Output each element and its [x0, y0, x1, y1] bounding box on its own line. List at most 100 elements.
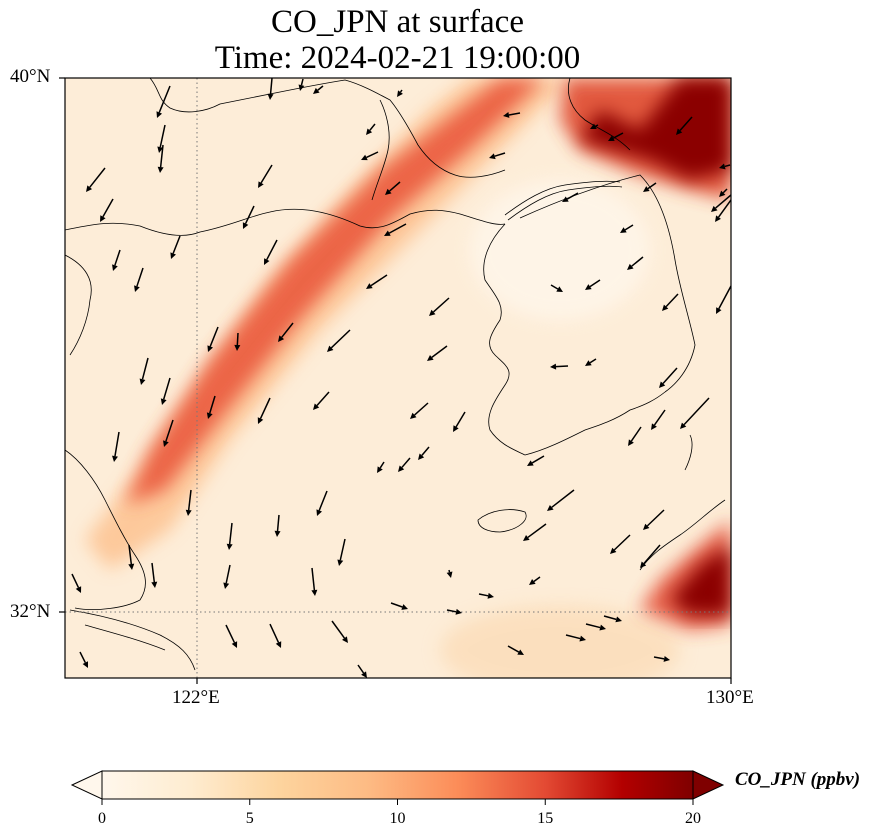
wind-arrow-shaft: [331, 620, 346, 639]
wind-arrow-head: [366, 128, 373, 135]
wind-arrow-shaft: [366, 151, 379, 159]
wind-arrow-head: [627, 263, 634, 270]
wind-arrow-head: [610, 547, 617, 554]
wind-arrow-head: [547, 504, 554, 511]
coastline-northeast: [568, 78, 631, 151]
wind-arrow-head: [234, 344, 241, 351]
plot-title-line2: Time: 2024-02-21 19:00:00: [214, 40, 581, 76]
wind-arrow-head: [716, 307, 722, 314]
wind-arrow-shaft: [589, 279, 601, 288]
wind-arrow-shaft: [225, 564, 231, 584]
wind-arrow-shaft: [612, 132, 624, 139]
wind-arrow-shaft: [159, 144, 164, 168]
wind-arrow-head: [258, 181, 264, 188]
wind-arrow-shaft: [401, 457, 411, 468]
colorbar-gradient: [101, 770, 694, 800]
wind-arrow-shaft: [114, 431, 120, 457]
coastline-liaodong: [371, 99, 390, 201]
coastline-bohai: [149, 78, 506, 178]
wind-arrow-shaft: [339, 538, 346, 561]
wind-arrow-shaft: [141, 357, 149, 380]
plume-northwest-core: [125, 78, 545, 505]
wind-arrow-head: [620, 227, 627, 233]
wind-arrow-shaft: [162, 377, 171, 400]
wind-arrow-head: [640, 561, 647, 568]
wind-arrow-head: [82, 661, 88, 668]
colorbar-extend-min: [70, 770, 103, 800]
wind-arrow-shaft: [158, 85, 171, 113]
x-tick-122E: 122°E: [172, 687, 220, 708]
wind-arrow-shaft: [533, 576, 541, 583]
wind-arrow-shaft: [527, 523, 547, 539]
wind-arrow-head: [207, 345, 214, 352]
wind-arrow-head: [156, 111, 163, 118]
wind-arrow-head: [455, 608, 462, 615]
wind-arrow-head: [264, 258, 270, 265]
wind-arrow-head: [206, 412, 213, 419]
wind-arrow-shaft: [316, 391, 330, 407]
wind-arrow-shaft: [369, 123, 376, 131]
wind-arrow-head: [719, 190, 726, 197]
wind-arrow-head: [599, 624, 606, 631]
axis-ticks: [59, 77, 732, 684]
wind-arrow-shaft: [399, 89, 403, 93]
coastline-korea-south: [524, 391, 666, 456]
wind-arrow-shaft: [114, 249, 121, 266]
wind-arrow-shaft: [551, 489, 575, 508]
wind-arrow-head: [676, 128, 683, 135]
wind-arrow-shaft: [330, 329, 351, 349]
wind-arrow-head: [226, 543, 233, 550]
wind-arrow-head: [100, 215, 106, 222]
wind-arrow-shaft: [624, 224, 634, 231]
wind-arrow-head: [313, 87, 320, 94]
wind-arrow-head: [562, 196, 569, 202]
wind-arrow-head: [585, 360, 592, 366]
wind-arrow-shaft: [244, 205, 255, 224]
wind-arrow-shaft: [89, 167, 106, 188]
coastline-jeju: [477, 509, 527, 533]
wind-arrow-head: [585, 284, 592, 290]
wind-arrow-shaft: [653, 656, 665, 660]
wind-arrow-shaft: [585, 623, 601, 629]
wind-arrow-shaft: [128, 544, 133, 565]
wind-arrow-shaft: [455, 411, 466, 428]
wind-arrow-head: [446, 571, 453, 578]
wind-arrow-head: [401, 604, 408, 610]
wind-arrow-head: [418, 453, 425, 460]
wind-arrow-shaft: [79, 651, 86, 663]
wind-arrow-head: [257, 417, 264, 424]
wind-arrow-head: [170, 252, 176, 259]
wind-arrow-head: [550, 363, 557, 370]
wind-arrow-shaft: [102, 198, 114, 218]
wind-arrow-shaft: [630, 426, 642, 442]
wind-arrow-head: [274, 530, 281, 537]
wind-arrow-head: [128, 563, 135, 570]
wind-arrow-head: [75, 586, 82, 593]
wind-arrow-shaft: [225, 624, 236, 643]
wind-arrow-shaft: [507, 645, 520, 653]
wind-arrow-head: [529, 579, 536, 585]
wind-vectors: [71, 78, 731, 678]
wind-arrow-head: [397, 90, 403, 97]
wind-arrow-shaft: [165, 419, 174, 442]
coastline-kyushu: [639, 434, 726, 571]
wind-arrow-shaft: [653, 409, 666, 426]
wind-arrow-shaft: [266, 239, 278, 261]
wind-arrow-head: [298, 84, 305, 91]
wind-arrow-shaft: [259, 397, 271, 419]
wind-arrow-head: [313, 403, 320, 410]
wind-arrow-shaft: [159, 124, 166, 148]
wind-arrow-head: [157, 166, 164, 173]
wind-arrow-shaft: [643, 544, 661, 564]
coastline-korea-east: [519, 174, 696, 393]
wind-arrow-head: [163, 440, 169, 447]
colorbar-tick-10: 10: [389, 810, 406, 827]
wind-arrow-shaft: [508, 112, 521, 116]
wind-arrow-shaft: [311, 567, 316, 591]
wind-arrow-shaft: [718, 285, 731, 310]
wind-arrow-head: [523, 535, 530, 541]
wind-arrow-head: [608, 135, 615, 141]
wind-arrow-head: [366, 283, 373, 289]
wind-arrow-shaft: [388, 223, 407, 234]
wind-arrow-shaft: [317, 85, 324, 91]
